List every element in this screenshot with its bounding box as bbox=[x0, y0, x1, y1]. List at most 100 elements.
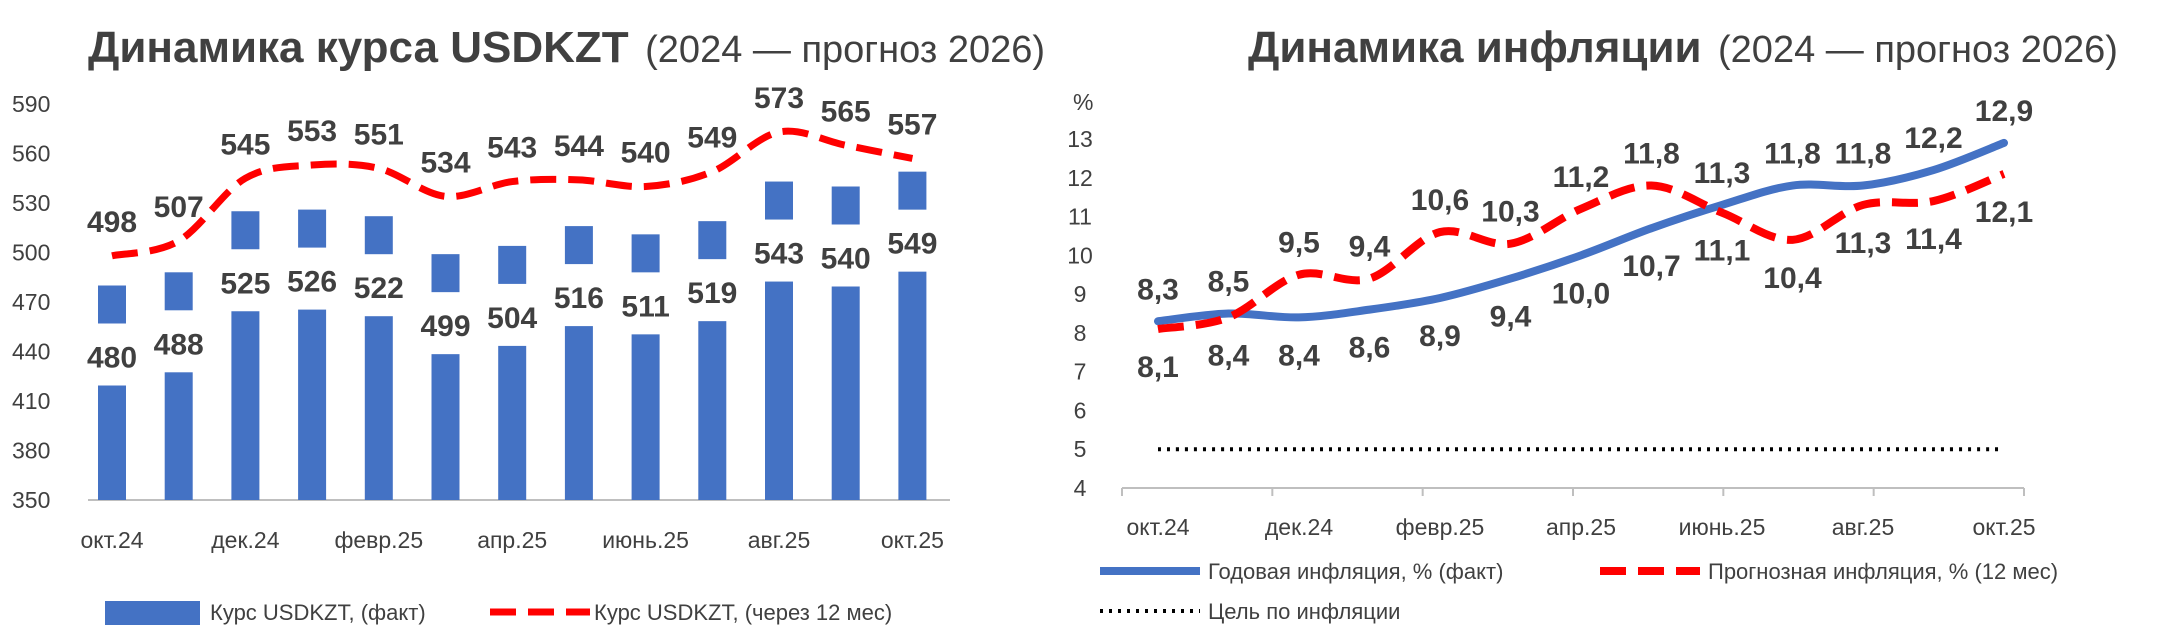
legend-forecast-label: Курс USDKZT, (через 12 мес) bbox=[594, 600, 892, 625]
bar-label-gap bbox=[696, 259, 729, 322]
bar bbox=[431, 254, 460, 500]
y-tick-label: 12 bbox=[1067, 165, 1093, 191]
bar-label-gap bbox=[229, 249, 262, 312]
bar-label-gap bbox=[763, 219, 795, 282]
inflation-x-axis: окт.24 дек.24 февр.25 апр.25 июнь.25 авг.25 ок… bbox=[1121, 487, 2036, 540]
bar-value-label: 488 bbox=[154, 328, 204, 361]
y-tick-label: 8 bbox=[1074, 320, 1087, 346]
svg-text:Динамика курса USDKZT (2: Динамика курса USDKZT (2024 — прогноз 20… bbox=[88, 23, 1045, 72]
actual-value-label: 10,7 bbox=[1622, 250, 1680, 283]
actual-inflation-line bbox=[1154, 138, 2008, 326]
usdkzt-chart-subtitle: (2024 — прогноз 2026) bbox=[645, 29, 1045, 71]
actual-value-label: 11,8 bbox=[1764, 138, 1821, 171]
y-tick-label: 380 bbox=[12, 438, 50, 464]
forecast-value-label: 9,4 bbox=[1349, 231, 1391, 264]
forecast-value-label: 9,5 bbox=[1278, 227, 1320, 260]
x-tick-label: апр.25 bbox=[477, 527, 547, 553]
y-tick-label: 440 bbox=[12, 339, 50, 365]
actual-value-label: 10,0 bbox=[1552, 277, 1610, 310]
usdkzt-y-axis: 350 380 410 440 470 500 530 560 590 bbox=[12, 91, 50, 513]
y-tick-label: 560 bbox=[12, 141, 50, 167]
forecast-value-label: 549 bbox=[687, 122, 737, 155]
actual-value-label: 11,3 bbox=[1694, 157, 1751, 190]
actual-value-label: 11,8 bbox=[1835, 138, 1892, 171]
inflation-y-unit: % bbox=[1073, 89, 1093, 115]
inflation-chart-title: Динамика инфляции bbox=[1248, 23, 1702, 72]
bar-value-label: 516 bbox=[554, 282, 604, 315]
y-tick-label: 410 bbox=[12, 388, 50, 414]
bar-value-label: 525 bbox=[220, 267, 270, 300]
y-tick-label: 13 bbox=[1067, 126, 1093, 152]
x-tick-label: апр.25 bbox=[1546, 514, 1616, 540]
forecast-value-label: 12,1 bbox=[1975, 196, 2033, 229]
forecast-value-label: 10,6 bbox=[1411, 184, 1469, 217]
actual-value-label: 8,3 bbox=[1137, 273, 1179, 306]
actual-value-label: 9,4 bbox=[1490, 301, 1532, 334]
bar-label-gap bbox=[362, 254, 395, 317]
forecast-value-label: 8,1 bbox=[1137, 351, 1179, 384]
bar-value-label: 526 bbox=[287, 266, 337, 299]
y-tick-label: 7 bbox=[1074, 359, 1087, 385]
y-tick-label: 350 bbox=[12, 487, 50, 513]
bar-label-gap bbox=[896, 209, 929, 272]
inflation-y-axis: 4 5 6 7 8 9 10 11 12 13 bbox=[1067, 126, 1093, 501]
legend-target-label: Цель по инфляции bbox=[1208, 599, 1400, 624]
forecast-value-label: 543 bbox=[487, 132, 537, 165]
y-tick-label: 4 bbox=[1074, 475, 1087, 501]
usdkzt-chart: Динамика курса USDKZT (2024 — прогноз 20… bbox=[12, 23, 1045, 625]
x-tick-label: окт.24 bbox=[1126, 514, 1189, 540]
legend-actual-label: Годовая инфляция, % (факт) bbox=[1208, 559, 1503, 584]
svg-text:Динамика инфляции (2024: Динамика инфляции (2024 — прогноз 2026) bbox=[1248, 23, 2118, 72]
y-tick-label: 590 bbox=[12, 91, 50, 117]
bar-label-gap bbox=[429, 292, 462, 355]
bar-value-label: 519 bbox=[687, 277, 737, 310]
legend-bar-label: Курс USDKZT, (факт) bbox=[210, 600, 426, 625]
bar-label-gap bbox=[562, 264, 595, 327]
bar-label-gap bbox=[96, 323, 128, 386]
y-tick-label: 500 bbox=[12, 240, 50, 266]
forecast-line-path bbox=[111, 127, 914, 260]
forecast-value-label: 540 bbox=[621, 137, 671, 170]
usdkzt-legend: Курс USDKZT, (факт) Курс USDKZT, (через … bbox=[105, 600, 892, 625]
bar-value-label: 543 bbox=[754, 238, 804, 271]
legend-forecast-label: Прогнозная инфляция, % (12 мес) bbox=[1708, 559, 2058, 584]
y-tick-label: 6 bbox=[1074, 397, 1087, 423]
forecast-value-label: 10,3 bbox=[1481, 196, 1539, 229]
y-tick-label: 9 bbox=[1074, 281, 1087, 307]
bar-label-gap bbox=[296, 247, 329, 310]
y-tick-label: 10 bbox=[1067, 242, 1093, 268]
usdkzt-bars bbox=[96, 171, 929, 501]
usdkzt-data-labels: 480 488 525 526 522 499 504 516 511 519 543 540 549 4… bbox=[87, 82, 937, 374]
bar-value-label: 511 bbox=[621, 290, 669, 323]
inflation-legend: Годовая инфляция, % (факт) Прогнозная ин… bbox=[1100, 559, 2058, 624]
y-tick-label: 11 bbox=[1068, 204, 1092, 230]
x-tick-label: окт.25 bbox=[881, 527, 944, 553]
forecast-value-label: 11,1 bbox=[1694, 235, 1751, 268]
inflation-lines bbox=[1154, 138, 2008, 452]
forecast-value-label: 565 bbox=[821, 95, 871, 128]
x-tick-label: февр.25 bbox=[334, 527, 423, 553]
y-tick-label: 5 bbox=[1074, 436, 1087, 462]
forecast-value-label: 573 bbox=[754, 82, 804, 115]
x-tick-label: февр.25 bbox=[1396, 514, 1485, 540]
actual-value-label: 12,9 bbox=[1975, 95, 2033, 128]
x-tick-label: дек.24 bbox=[1265, 514, 1333, 540]
x-tick-label: авг.25 bbox=[748, 527, 811, 553]
forecast-value-label: 11,4 bbox=[1905, 223, 1962, 256]
x-tick-label: окт.24 bbox=[80, 527, 143, 553]
actual-value-label: 8,5 bbox=[1208, 266, 1250, 299]
forecast-value-label: 553 bbox=[287, 115, 337, 148]
forecast-value-label: 10,4 bbox=[1763, 262, 1822, 295]
actual-value-label: 12,2 bbox=[1904, 122, 1962, 155]
actual-value-label: 8,4 bbox=[1278, 339, 1320, 372]
bar-value-label: 522 bbox=[354, 272, 404, 305]
bar-label-gap bbox=[496, 283, 529, 346]
bar bbox=[164, 272, 193, 500]
forecast-value-label: 11,3 bbox=[1835, 227, 1892, 260]
x-tick-label: окт.25 bbox=[1972, 514, 2035, 540]
bar-value-label: 504 bbox=[487, 302, 537, 335]
usdkzt-chart-title: Динамика курса USDKZT bbox=[88, 23, 629, 72]
x-tick-label: дек.24 bbox=[211, 527, 279, 553]
bar-value-label: 540 bbox=[821, 243, 871, 276]
inflation-chart-subtitle: (2024 — прогноз 2026) bbox=[1718, 29, 2118, 71]
